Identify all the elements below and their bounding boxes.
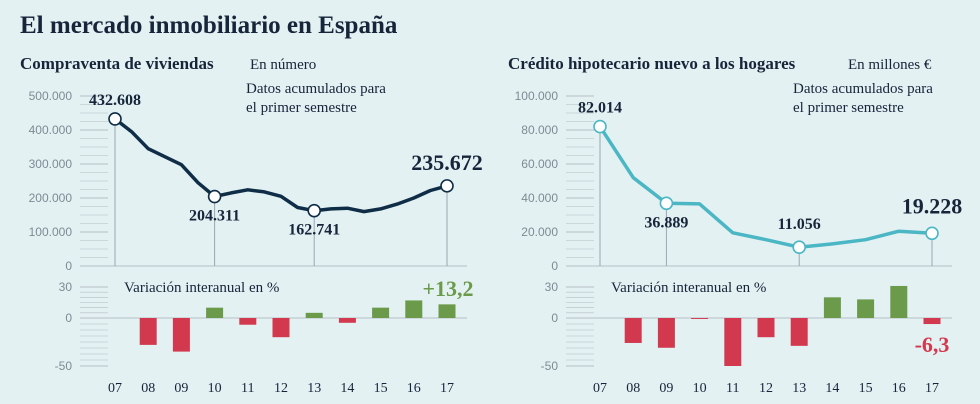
data-label: 162.741 [288, 222, 340, 239]
data-label: 19.228 [902, 193, 963, 218]
x-tick-label: 11 [241, 381, 254, 396]
y-tick-label: 100.000 [515, 89, 559, 103]
data-point [440, 179, 454, 193]
x-tick-label: 12 [274, 381, 288, 396]
y-tick-label: 20.000 [521, 225, 558, 239]
variation-bar [790, 318, 808, 346]
variation-bar [172, 318, 190, 352]
var-y-tick-label: 30 [545, 280, 559, 294]
variation-last-label: +13,2 [422, 276, 473, 301]
variation-bar [657, 318, 675, 348]
variation-bar [724, 318, 742, 366]
variation-bar [438, 304, 456, 318]
x-tick-label: 16 [407, 381, 421, 396]
x-tick-label: 15 [374, 381, 388, 396]
variation-bar [305, 312, 323, 318]
data-label: 82.014 [578, 100, 622, 117]
variation-bar [139, 318, 157, 345]
y-tick-label: 300.000 [29, 157, 73, 171]
x-tick-label: 15 [859, 381, 873, 396]
chart-unit-left: En número [250, 57, 316, 73]
var-y-tick-label: -50 [55, 359, 73, 373]
data-label: 36.889 [644, 214, 688, 231]
variation-bar [691, 318, 709, 319]
var-y-tick-label: -50 [541, 359, 559, 373]
x-tick-label: 11 [726, 381, 739, 396]
data-point [925, 226, 939, 241]
note-right-line2: el primer semestre [793, 100, 904, 116]
y-tick-label: 0 [551, 259, 558, 273]
data-label: 11.056 [778, 216, 821, 233]
variation-bar [857, 299, 875, 318]
variation-bar [890, 285, 908, 318]
x-tick-label: 12 [759, 381, 773, 396]
chart-title-left: Compraventa de viviendas [20, 54, 214, 73]
x-tick-label: 14 [825, 381, 839, 396]
data-label: 235.672 [411, 150, 483, 175]
data-point [593, 119, 607, 134]
var-y-tick-label: 0 [551, 311, 558, 325]
x-tick-label: 14 [340, 381, 354, 396]
series-line [113, 117, 449, 214]
var-y-tick-label: 0 [65, 311, 72, 325]
note-left-line2: el primer semestre [246, 100, 357, 116]
data-point [792, 240, 807, 255]
page-title: El mercado inmobiliario en España [20, 12, 398, 39]
x-tick-label: 16 [892, 381, 906, 396]
variation-bar [372, 307, 390, 318]
variation-title-left: Variación interanual en % [124, 280, 279, 296]
x-tick-label: 13 [792, 381, 806, 396]
variation-bar [405, 300, 423, 318]
x-tick-label: 08 [626, 381, 640, 396]
x-tick-label: 10 [208, 381, 222, 396]
x-tick-label: 09 [659, 381, 673, 396]
chart-left: 500.000 400.000 300.000 200.000 100.000 0 432.… [29, 89, 483, 396]
variation-title-right: Variación interanual en % [611, 280, 766, 296]
series-line [598, 124, 934, 249]
variation-bar [757, 318, 775, 338]
y-tick-label: 400.000 [29, 123, 73, 137]
variation-bar [206, 307, 224, 318]
x-tick-label: 17 [925, 381, 939, 396]
x-tick-label: 13 [307, 381, 321, 396]
data-point [207, 189, 222, 204]
x-tick-label: 07 [593, 381, 607, 396]
data-label: 432.608 [89, 92, 141, 109]
data-point [307, 203, 322, 218]
note-left-line1: Datos acumulados para [246, 81, 386, 97]
variation-bar [239, 318, 257, 325]
var-y-tick-label: 30 [59, 280, 73, 294]
x-tick-label: 10 [693, 381, 707, 396]
y-tick-label: 500.000 [29, 89, 73, 103]
chart-right: 100.000 80.000 60.000 40.000 20.000 0 82.014 36… [515, 89, 963, 396]
variation-bar [272, 318, 290, 338]
x-tick-label: 09 [174, 381, 188, 396]
y-tick-label: 60.000 [521, 157, 558, 171]
x-tick-label: 07 [108, 381, 122, 396]
y-tick-label: 200.000 [29, 191, 73, 205]
chart-unit-right: En millones € [848, 57, 932, 73]
variation-last-label: -6,3 [915, 332, 950, 357]
data-label: 204.311 [189, 208, 240, 225]
data-point [659, 196, 674, 211]
variation-bar [823, 297, 841, 318]
data-point [108, 112, 122, 126]
variation-bar [923, 318, 941, 325]
y-tick-label: 40.000 [521, 191, 558, 205]
chart-title-right: Crédito hipotecario nuevo a los hogares [508, 54, 796, 73]
variation-bar [338, 318, 356, 323]
note-right-line1: Datos acumulados para [793, 81, 933, 97]
variation-bar [624, 318, 642, 343]
y-tick-label: 0 [65, 259, 72, 273]
x-tick-label: 08 [141, 381, 155, 396]
x-tick-label: 17 [440, 381, 454, 396]
y-tick-label: 100.000 [29, 225, 73, 239]
y-tick-label: 80.000 [521, 123, 558, 137]
